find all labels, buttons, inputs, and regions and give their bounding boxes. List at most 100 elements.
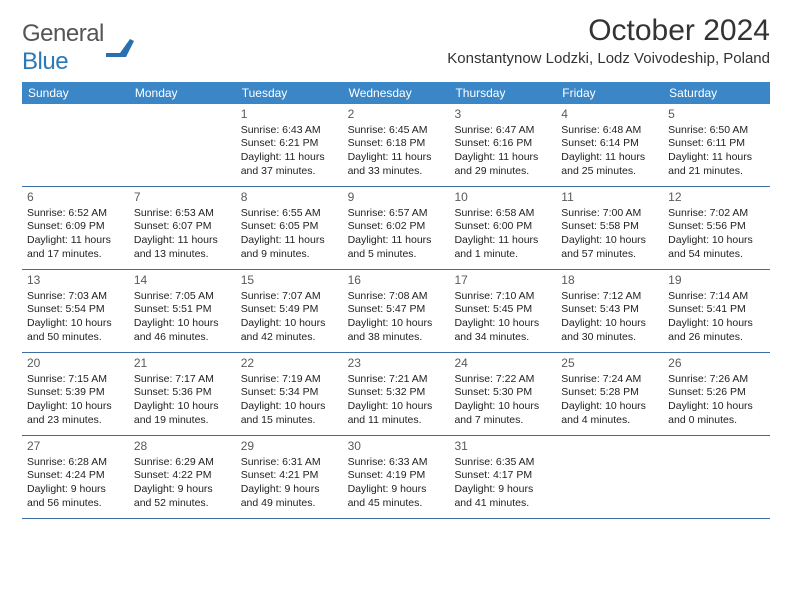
- day-cell: 14Sunrise: 7:05 AMSunset: 5:51 PMDayligh…: [129, 270, 236, 352]
- day-cell: 20Sunrise: 7:15 AMSunset: 5:39 PMDayligh…: [22, 353, 129, 435]
- sunrise-line: Sunrise: 6:33 AM: [348, 456, 445, 470]
- sunset-line: Sunset: 6:02 PM: [348, 220, 445, 234]
- day-cell: 1Sunrise: 6:43 AMSunset: 6:21 PMDaylight…: [236, 104, 343, 186]
- daylight-line: Daylight: 9 hours and 56 minutes.: [27, 483, 124, 510]
- daylight-line: Daylight: 10 hours and 30 minutes.: [561, 317, 658, 344]
- day-cell: 31Sunrise: 6:35 AMSunset: 4:17 PMDayligh…: [449, 436, 556, 518]
- day-number: 11: [561, 190, 658, 206]
- sunrise-line: Sunrise: 7:15 AM: [27, 373, 124, 387]
- sunset-line: Sunset: 4:21 PM: [241, 469, 338, 483]
- daylight-line: Daylight: 10 hours and 38 minutes.: [348, 317, 445, 344]
- daylight-line: Daylight: 11 hours and 9 minutes.: [241, 234, 338, 261]
- day-number: 12: [668, 190, 765, 206]
- sunset-line: Sunset: 4:24 PM: [27, 469, 124, 483]
- sunrise-line: Sunrise: 6:48 AM: [561, 124, 658, 138]
- daylight-line: Daylight: 11 hours and 29 minutes.: [454, 151, 551, 178]
- sunset-line: Sunset: 5:47 PM: [348, 303, 445, 317]
- sunset-line: Sunset: 5:26 PM: [668, 386, 765, 400]
- day-header: Sunday: [22, 82, 129, 104]
- sunset-line: Sunset: 5:56 PM: [668, 220, 765, 234]
- day-number: 10: [454, 190, 551, 206]
- calendar: Sunday Monday Tuesday Wednesday Thursday…: [22, 82, 770, 519]
- sunrise-line: Sunrise: 6:43 AM: [241, 124, 338, 138]
- week-row: 6Sunrise: 6:52 AMSunset: 6:09 PMDaylight…: [22, 187, 770, 270]
- day-number: 9: [348, 190, 445, 206]
- logo: General Blue: [22, 14, 136, 76]
- empty-cell: [129, 104, 236, 186]
- day-number: 16: [348, 273, 445, 289]
- daylight-line: Daylight: 10 hours and 54 minutes.: [668, 234, 765, 261]
- daylight-line: Daylight: 11 hours and 25 minutes.: [561, 151, 658, 178]
- day-cell: 21Sunrise: 7:17 AMSunset: 5:36 PMDayligh…: [129, 353, 236, 435]
- sunset-line: Sunset: 5:28 PM: [561, 386, 658, 400]
- day-cell: 8Sunrise: 6:55 AMSunset: 6:05 PMDaylight…: [236, 187, 343, 269]
- sunset-line: Sunset: 5:41 PM: [668, 303, 765, 317]
- sunset-line: Sunset: 5:58 PM: [561, 220, 658, 234]
- day-header: Saturday: [663, 82, 770, 104]
- day-number: 22: [241, 356, 338, 372]
- sunrise-line: Sunrise: 6:52 AM: [27, 207, 124, 221]
- daylight-line: Daylight: 10 hours and 19 minutes.: [134, 400, 231, 427]
- day-number: 19: [668, 273, 765, 289]
- logo-general: General: [22, 20, 104, 47]
- sunset-line: Sunset: 5:32 PM: [348, 386, 445, 400]
- sunset-line: Sunset: 4:19 PM: [348, 469, 445, 483]
- day-number: 23: [348, 356, 445, 372]
- day-number: 3: [454, 107, 551, 123]
- sunset-line: Sunset: 5:43 PM: [561, 303, 658, 317]
- sunrise-line: Sunrise: 7:21 AM: [348, 373, 445, 387]
- day-cell: 17Sunrise: 7:10 AMSunset: 5:45 PMDayligh…: [449, 270, 556, 352]
- sunrise-line: Sunrise: 6:53 AM: [134, 207, 231, 221]
- sunset-line: Sunset: 5:36 PM: [134, 386, 231, 400]
- sunrise-line: Sunrise: 6:31 AM: [241, 456, 338, 470]
- week-row: 13Sunrise: 7:03 AMSunset: 5:54 PMDayligh…: [22, 270, 770, 353]
- sunset-line: Sunset: 4:17 PM: [454, 469, 551, 483]
- day-cell: 25Sunrise: 7:24 AMSunset: 5:28 PMDayligh…: [556, 353, 663, 435]
- day-cell: 3Sunrise: 6:47 AMSunset: 6:16 PMDaylight…: [449, 104, 556, 186]
- location: Konstantynow Lodzki, Lodz Voivodeship, P…: [447, 50, 770, 67]
- sunrise-line: Sunrise: 7:12 AM: [561, 290, 658, 304]
- daylight-line: Daylight: 9 hours and 49 minutes.: [241, 483, 338, 510]
- sunrise-line: Sunrise: 7:02 AM: [668, 207, 765, 221]
- day-number: 21: [134, 356, 231, 372]
- sunrise-line: Sunrise: 6:58 AM: [454, 207, 551, 221]
- daylight-line: Daylight: 10 hours and 7 minutes.: [454, 400, 551, 427]
- sunrise-line: Sunrise: 6:28 AM: [27, 456, 124, 470]
- sunset-line: Sunset: 5:54 PM: [27, 303, 124, 317]
- logo-blue: Blue: [22, 48, 68, 75]
- day-cell: 12Sunrise: 7:02 AMSunset: 5:56 PMDayligh…: [663, 187, 770, 269]
- daylight-line: Daylight: 11 hours and 37 minutes.: [241, 151, 338, 178]
- sunrise-line: Sunrise: 7:03 AM: [27, 290, 124, 304]
- sunset-line: Sunset: 6:14 PM: [561, 137, 658, 151]
- sunset-line: Sunset: 6:07 PM: [134, 220, 231, 234]
- day-cell: 10Sunrise: 6:58 AMSunset: 6:00 PMDayligh…: [449, 187, 556, 269]
- day-cell: 22Sunrise: 7:19 AMSunset: 5:34 PMDayligh…: [236, 353, 343, 435]
- day-number: 29: [241, 439, 338, 455]
- day-header: Tuesday: [236, 82, 343, 104]
- day-cell: 15Sunrise: 7:07 AMSunset: 5:49 PMDayligh…: [236, 270, 343, 352]
- day-number: 18: [561, 273, 658, 289]
- day-number: 1: [241, 107, 338, 123]
- day-cell: 23Sunrise: 7:21 AMSunset: 5:32 PMDayligh…: [343, 353, 450, 435]
- day-cell: 29Sunrise: 6:31 AMSunset: 4:21 PMDayligh…: [236, 436, 343, 518]
- daylight-line: Daylight: 10 hours and 34 minutes.: [454, 317, 551, 344]
- daylight-line: Daylight: 11 hours and 13 minutes.: [134, 234, 231, 261]
- day-number: 25: [561, 356, 658, 372]
- day-number: 15: [241, 273, 338, 289]
- sunset-line: Sunset: 6:16 PM: [454, 137, 551, 151]
- day-number: 13: [27, 273, 124, 289]
- daylight-line: Daylight: 10 hours and 50 minutes.: [27, 317, 124, 344]
- empty-cell: [22, 104, 129, 186]
- sunset-line: Sunset: 5:34 PM: [241, 386, 338, 400]
- sunrise-line: Sunrise: 7:00 AM: [561, 207, 658, 221]
- daylight-line: Daylight: 10 hours and 15 minutes.: [241, 400, 338, 427]
- logo-text: General Blue: [22, 20, 104, 76]
- day-number: 17: [454, 273, 551, 289]
- day-number: 6: [27, 190, 124, 206]
- daylight-line: Daylight: 10 hours and 4 minutes.: [561, 400, 658, 427]
- sunset-line: Sunset: 5:49 PM: [241, 303, 338, 317]
- day-cell: 6Sunrise: 6:52 AMSunset: 6:09 PMDaylight…: [22, 187, 129, 269]
- sunrise-line: Sunrise: 7:08 AM: [348, 290, 445, 304]
- day-cell: 24Sunrise: 7:22 AMSunset: 5:30 PMDayligh…: [449, 353, 556, 435]
- daylight-line: Daylight: 10 hours and 46 minutes.: [134, 317, 231, 344]
